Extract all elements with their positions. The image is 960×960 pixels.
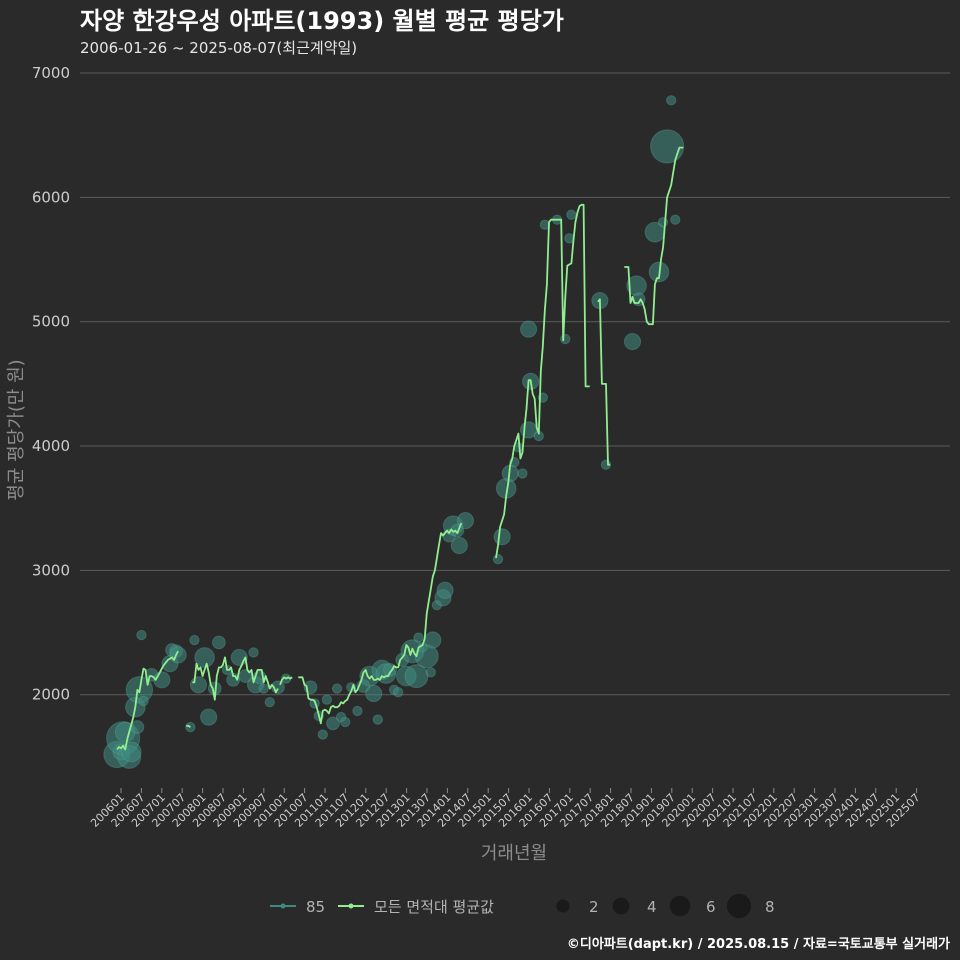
bubble-point xyxy=(372,714,383,725)
chart-title: 자양 한강우성 아파트(1993) 월별 평균 평당가 xyxy=(80,7,564,35)
bubble-point xyxy=(413,632,424,643)
line-series-average xyxy=(116,146,684,751)
legend-85-label: 85 xyxy=(306,898,325,916)
bubble-point xyxy=(425,667,436,678)
y-tick-label: 4000 xyxy=(32,437,70,455)
bubble-point xyxy=(258,683,269,694)
bubble-point xyxy=(130,720,145,734)
legend-average-swatch-dot xyxy=(348,903,354,909)
bubble-point xyxy=(248,647,259,658)
size-legend: 2 4 6 8 xyxy=(556,893,775,919)
y-tick-label: 7000 xyxy=(32,64,70,82)
size-legend-label: 2 xyxy=(589,898,599,916)
bubble-point xyxy=(450,536,468,555)
bubble-point xyxy=(560,333,571,345)
bubble-point xyxy=(189,634,200,646)
size-legend-label: 6 xyxy=(706,898,716,916)
footer-credit: ©디아파트(dapt.kr) / 2025.08.15 / 자료=국토교통부 실… xyxy=(567,936,950,952)
bubble-point xyxy=(136,629,147,641)
legend-average-label: 모든 면적대 평균값 xyxy=(374,898,494,916)
average-line-segment xyxy=(495,203,590,559)
bubble-point xyxy=(211,635,226,650)
y-tick-label: 2000 xyxy=(32,686,70,704)
bubble-point xyxy=(650,129,685,164)
bubble-point xyxy=(189,676,208,694)
x-axis-title: 거래년월 xyxy=(481,843,547,864)
chart-subtitle: 2006-01-26 ~ 2025-08-07(최근계약일) xyxy=(80,39,357,57)
average-line-segment xyxy=(298,522,463,725)
average-line-segment xyxy=(192,656,279,701)
average-line-segment xyxy=(279,676,293,686)
legend: 85 모든 면적대 평균값 2 4 6 8 xyxy=(270,893,775,919)
average-line-segment xyxy=(597,298,611,466)
bubble-point xyxy=(666,95,677,106)
bubble-point xyxy=(493,528,511,546)
size-legend-label: 4 xyxy=(647,898,657,916)
bubble-point xyxy=(264,697,276,708)
bubble-point xyxy=(120,741,142,763)
y-tick-label: 3000 xyxy=(32,561,70,579)
bubble-point xyxy=(326,716,340,731)
bubble-point xyxy=(352,705,363,717)
bubble-point xyxy=(492,554,504,565)
size-legend-circle xyxy=(669,895,691,917)
bubble-point xyxy=(670,214,681,225)
bubble-point xyxy=(519,320,538,338)
bubble-point xyxy=(317,729,328,740)
bubble-point xyxy=(138,695,149,707)
size-legend-circle xyxy=(556,899,570,913)
legend-item-85[interactable]: 85 xyxy=(270,898,325,916)
average-line-segment xyxy=(186,724,191,728)
bubble-point xyxy=(517,468,528,479)
bubble-point xyxy=(169,646,187,664)
bubble-point xyxy=(340,716,351,728)
bubble-point xyxy=(200,708,218,726)
bubble-point xyxy=(623,332,642,351)
bubble-point xyxy=(657,217,669,228)
legend-item-average[interactable]: 모든 면적대 평균값 xyxy=(338,898,494,916)
bubble-point xyxy=(404,664,429,689)
bubble-point xyxy=(365,684,383,703)
bubble-point xyxy=(321,694,333,705)
average-line-segment xyxy=(624,146,684,326)
y-axis-title: 평균 평당가(만 원) xyxy=(6,359,27,500)
size-legend-label: 8 xyxy=(765,898,775,916)
bubble-point xyxy=(424,631,442,649)
bubble-point xyxy=(194,647,215,668)
bubble-point xyxy=(331,683,343,694)
legend-85-swatch-dot xyxy=(280,903,286,909)
y-tick-label: 5000 xyxy=(32,313,70,331)
size-legend-circle xyxy=(726,893,752,919)
size-legend-circle xyxy=(612,897,630,915)
bubble-point xyxy=(392,687,404,698)
average-line-segment xyxy=(116,650,179,751)
y-tick-label: 6000 xyxy=(32,188,70,206)
bubble-point xyxy=(436,581,454,599)
y-axis-ticks: 2000 3000 4000 5000 6000 7000 xyxy=(32,64,70,704)
bubble-point xyxy=(566,209,577,220)
